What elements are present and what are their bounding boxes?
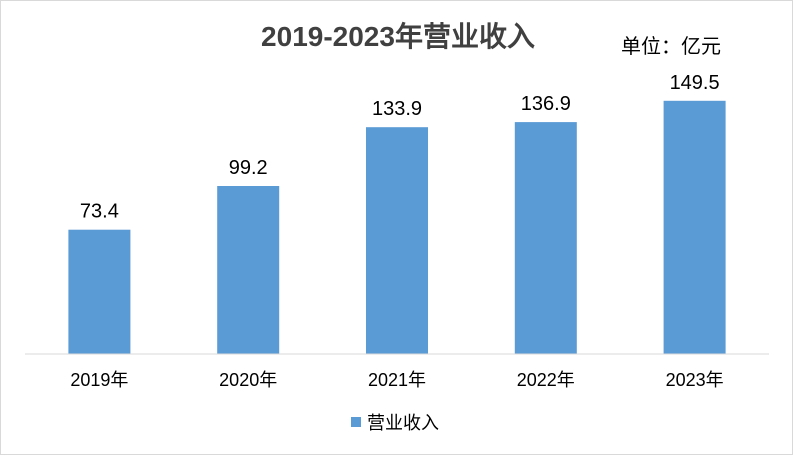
bar-1	[217, 186, 280, 354]
legend-label: 营业收入	[367, 413, 439, 433]
x-tick-label-0: 2019年	[70, 370, 128, 390]
legend-swatch	[351, 417, 361, 427]
data-label-4: 149.5	[670, 72, 720, 94]
bars-group	[68, 100, 726, 354]
bar-2	[366, 127, 428, 354]
chart-title: 2019-2023年营业收入	[261, 20, 535, 52]
x-tick-label-1: 2020年	[219, 370, 277, 390]
x-tick-labels-group: 2019年 2020年 2021年 2022年 2023年	[70, 370, 723, 390]
data-label-2: 133.9	[372, 98, 422, 120]
bar-0	[68, 229, 131, 354]
x-tick-label-3: 2022年	[517, 370, 575, 390]
bar-4	[663, 100, 726, 354]
data-label-3: 136.9	[521, 93, 571, 115]
bar-3	[514, 122, 577, 354]
legend: 营业收入	[351, 413, 439, 433]
unit-label: 单位：亿元	[621, 35, 721, 58]
data-labels-group: 73.4 99.2 133.9 136.9 149.5	[80, 72, 720, 223]
x-tick-label-2: 2021年	[368, 370, 426, 390]
data-label-0: 73.4	[80, 201, 119, 223]
x-tick-label-4: 2023年	[666, 370, 724, 390]
data-label-1: 99.2	[229, 157, 268, 179]
